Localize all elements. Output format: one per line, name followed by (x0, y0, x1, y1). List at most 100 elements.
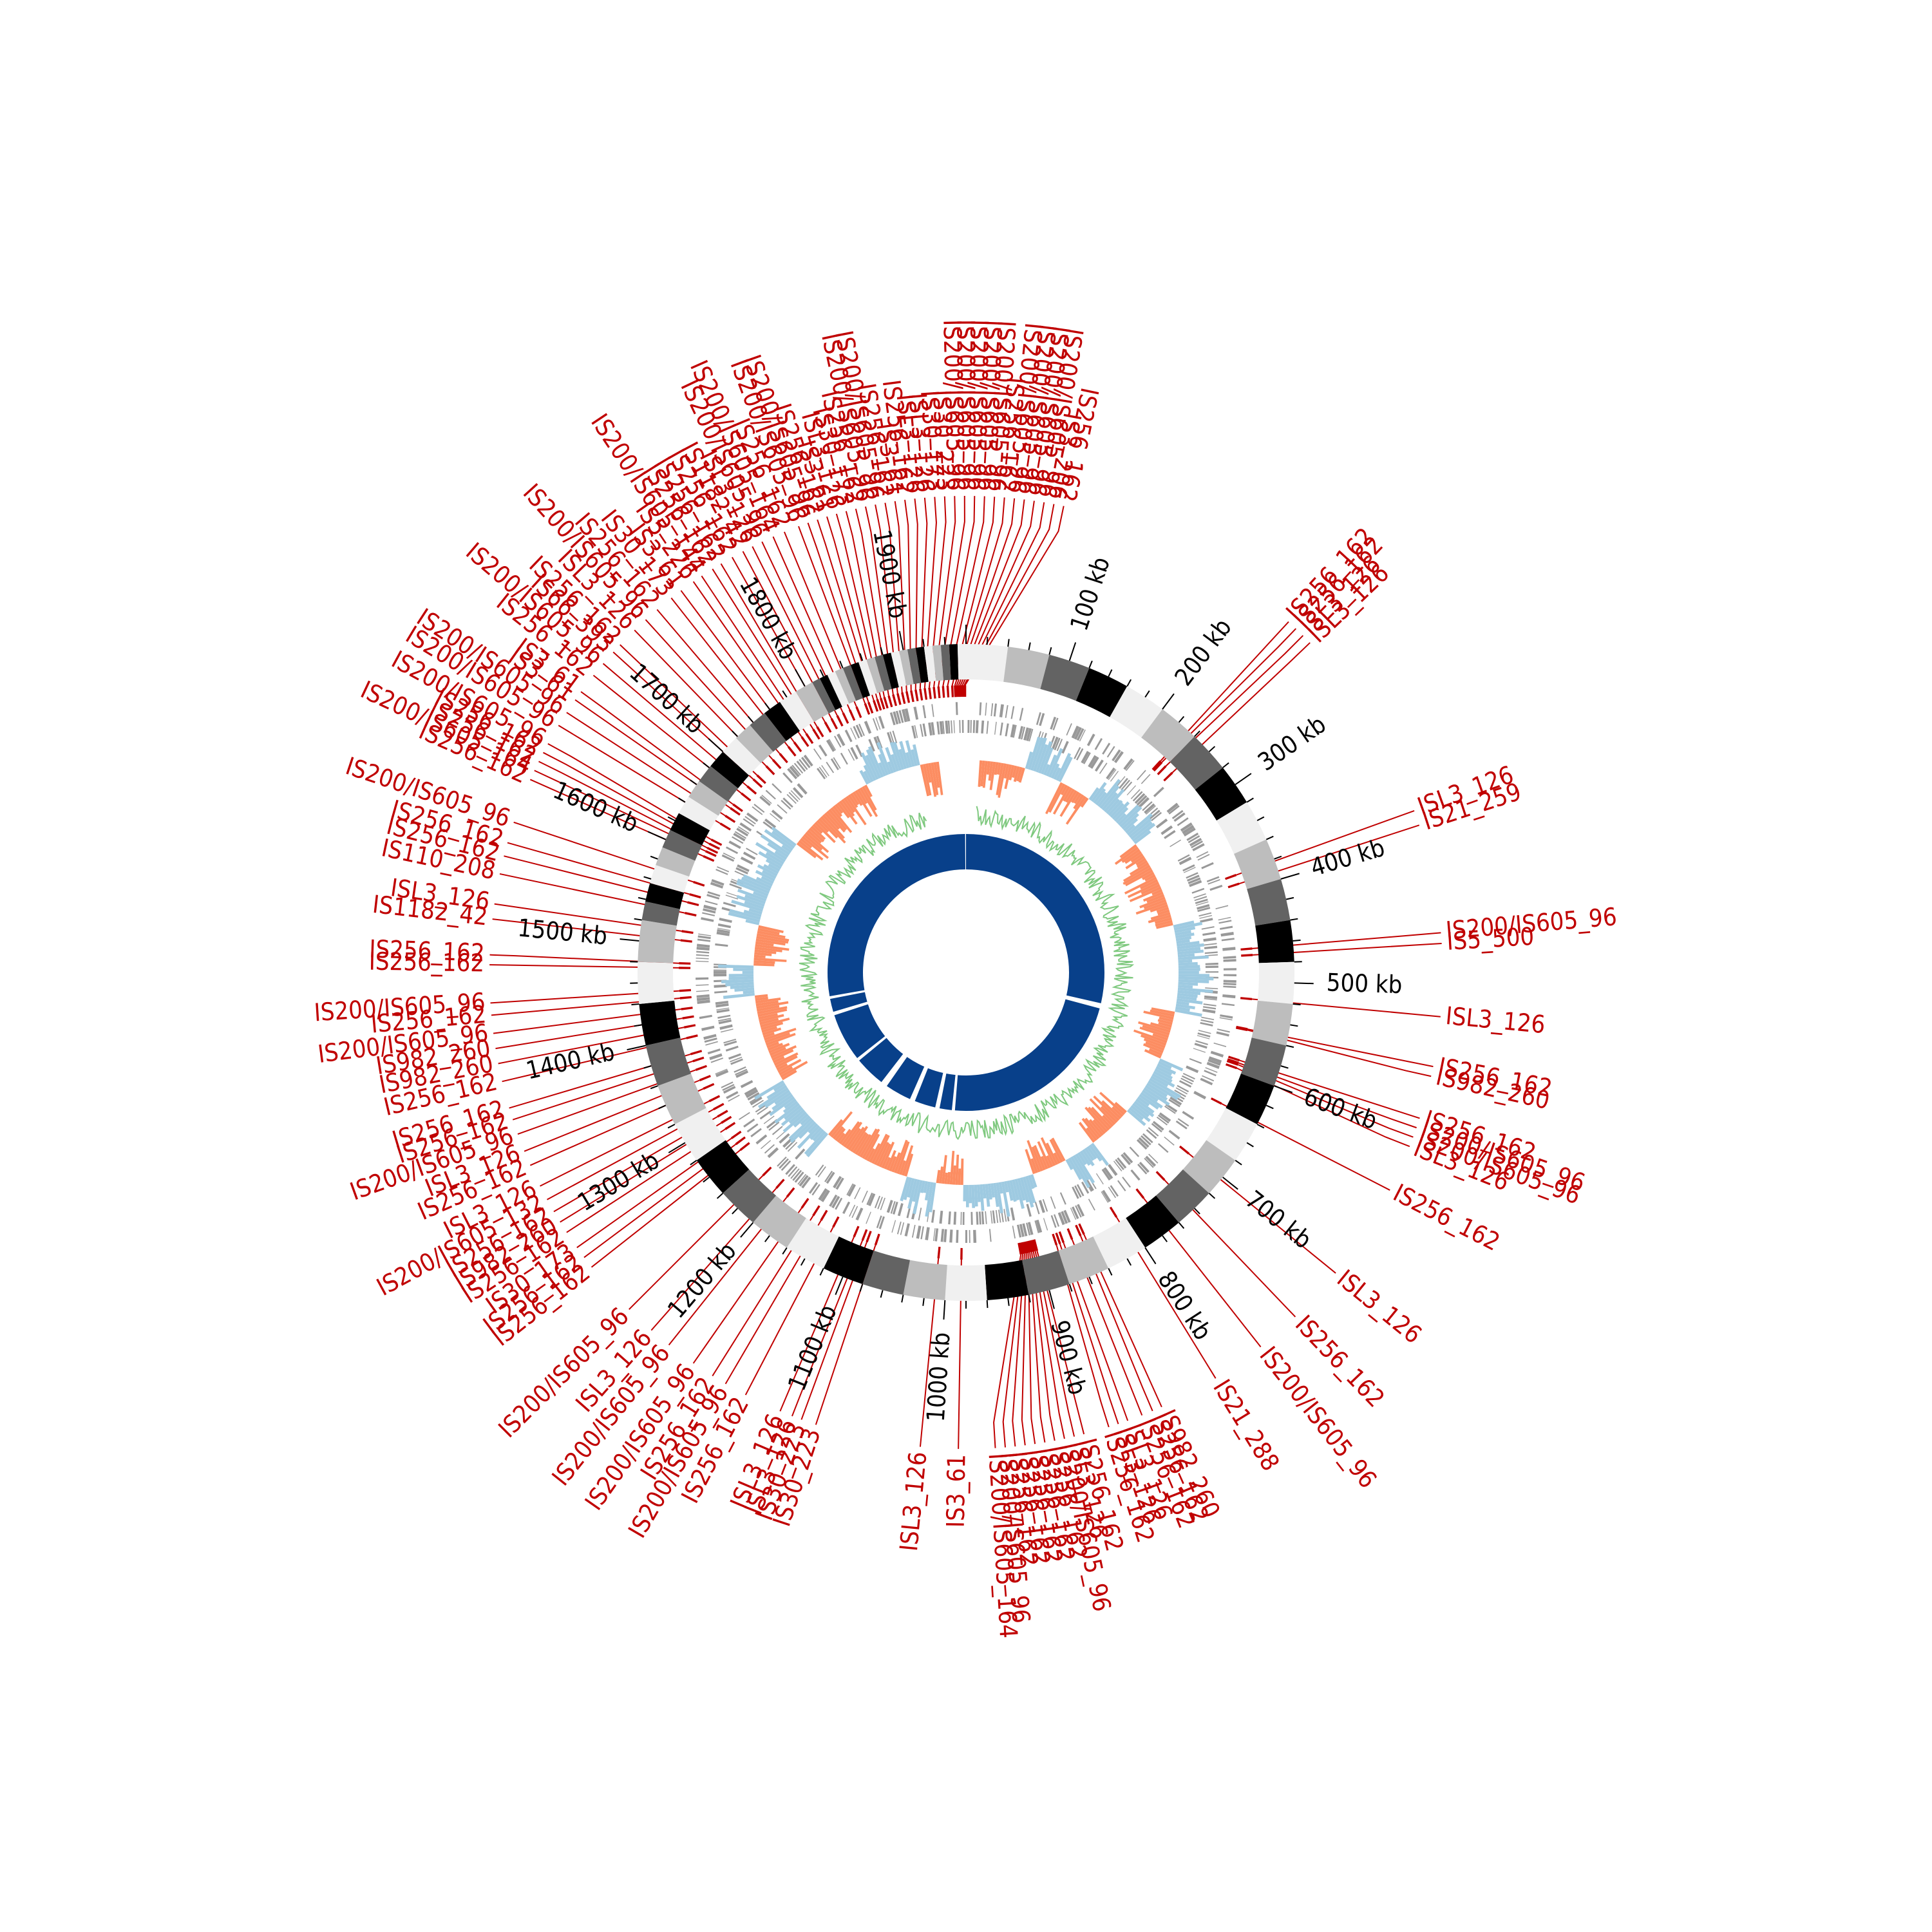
gc-skew-bar (1142, 1043, 1164, 1054)
major-tick (740, 1222, 754, 1238)
gc-skew-bar (771, 826, 797, 847)
gc-skew-bar (755, 876, 773, 887)
is-element-mark (914, 689, 919, 701)
is-leader-line (701, 575, 807, 734)
gene-block (1153, 786, 1164, 797)
is-element-mark (739, 1142, 750, 1151)
gene-block (717, 927, 730, 931)
is-leader-line (1171, 642, 1311, 773)
gene-block (723, 1038, 737, 1044)
gene-block (981, 1211, 985, 1225)
minor-tick (1222, 762, 1229, 768)
is-element-mark (937, 1246, 941, 1259)
gc-skew-bar (1072, 1155, 1090, 1181)
gene-block (1156, 1116, 1168, 1126)
gene-block (990, 703, 994, 717)
gene-block (1012, 1226, 1016, 1239)
is-leader-line (875, 504, 898, 694)
gc-skew-bar (1119, 806, 1142, 828)
gene-block (715, 1068, 728, 1075)
gc-skew-bar (1115, 813, 1127, 824)
gene-block (999, 704, 1004, 717)
gene-block (826, 739, 835, 752)
band-segment (985, 1260, 1029, 1300)
is-element-mark (680, 939, 692, 943)
gc-skew-bar (985, 1184, 990, 1207)
band-segment (842, 665, 864, 701)
gc-skew-bar (1149, 1077, 1181, 1099)
gc-skew-bar (834, 804, 844, 814)
gene-block (797, 783, 808, 795)
band-segment (1255, 920, 1294, 963)
minor-tick (1178, 1222, 1185, 1229)
gc-skew-bar (1150, 1075, 1169, 1088)
gc-skew-bar (755, 941, 774, 947)
gc-skew-bar (756, 936, 789, 944)
gc-skew-bar (857, 788, 868, 804)
gene-block (961, 720, 964, 734)
gc-skew-bar (855, 1133, 869, 1155)
is-element-mark (957, 685, 960, 697)
is-leader-line (580, 691, 734, 805)
gene-block (715, 1003, 729, 1008)
gc-skew-bar (1122, 867, 1152, 885)
gc-skew-bar (767, 842, 789, 858)
gc-skew-bar (757, 1009, 788, 1018)
gene-block (1137, 1163, 1148, 1175)
gene-block (1010, 706, 1015, 719)
gc-skew-bar (944, 1172, 948, 1184)
is-element-mark (724, 815, 736, 823)
is-element-mark (866, 1231, 872, 1243)
is-leader-line (529, 1088, 704, 1166)
gene-block (1220, 931, 1234, 937)
gc-skew-bar (1143, 1087, 1170, 1106)
gene-block (703, 904, 717, 911)
gc-skew-bar (756, 1001, 789, 1009)
gene-block (703, 908, 716, 914)
gc-skew-bar (1017, 1178, 1026, 1201)
gene-block (1182, 864, 1195, 872)
gene-block (705, 1041, 718, 1046)
gc-skew-bar (1001, 1181, 1010, 1217)
gc-skew-bar (734, 987, 755, 992)
minor-tick (839, 660, 844, 668)
gene-block (1072, 1186, 1079, 1199)
gc-skew-bar (1128, 818, 1152, 838)
is-leader-line (524, 1079, 700, 1152)
band-segment (875, 654, 892, 691)
gene-block (1175, 1087, 1188, 1095)
gc-skew-bar (767, 1043, 783, 1051)
gc-skew-bar (1144, 1084, 1168, 1101)
gc-skew-bar (1112, 1106, 1124, 1117)
blast-segment (914, 1068, 943, 1108)
gc-skew-bar (1157, 1063, 1177, 1075)
gene-block (696, 957, 709, 960)
gc-skew-bar (731, 900, 763, 913)
is-element-mark (832, 1216, 840, 1228)
is-element-mark (690, 1050, 703, 1056)
gc-skew-bar (996, 762, 1004, 795)
gene-block (965, 1229, 968, 1244)
gc-skew-bar (845, 1128, 861, 1150)
is-element-mark (689, 893, 701, 899)
gc-skew-bar (776, 1063, 788, 1071)
minor-tick (1178, 715, 1185, 723)
gene-block (1113, 751, 1124, 764)
is-element-mark (687, 901, 699, 907)
is-element-mark (812, 1205, 820, 1217)
gene-block (1183, 827, 1196, 837)
gene-block (922, 705, 927, 719)
gene-block (789, 766, 800, 778)
gene-block (1136, 1139, 1148, 1150)
is-leader-line (553, 1115, 718, 1213)
gene-block (1106, 767, 1116, 780)
gc-skew-bar (903, 1177, 913, 1200)
gc-skew-bar (1137, 860, 1148, 869)
gc-skew-bar (1173, 920, 1195, 928)
gene-block (886, 1200, 893, 1213)
is-leader-line (744, 1226, 834, 1396)
gene-block (811, 1184, 820, 1196)
is-element-mark (963, 685, 967, 697)
is-leader-line (720, 563, 818, 728)
gc-skew-bar (743, 909, 762, 918)
